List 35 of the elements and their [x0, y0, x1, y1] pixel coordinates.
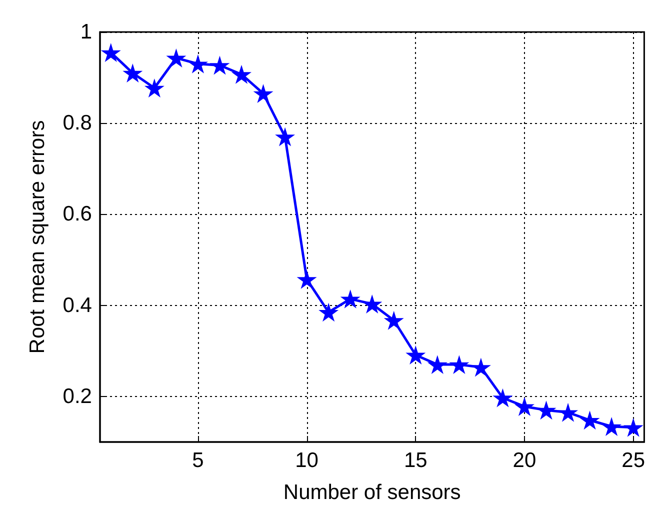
point [580, 410, 600, 430]
x-tick-label: 15 [404, 449, 428, 472]
point [602, 417, 622, 436]
point [253, 84, 274, 103]
x-tick-label: 5 [192, 449, 204, 472]
y-tick-label: 1 [80, 20, 92, 44]
point [210, 56, 230, 75]
y-tick-label: 0.8 [62, 112, 92, 135]
point [406, 346, 426, 364]
point [340, 289, 360, 308]
point [492, 388, 513, 408]
y-tick-label: 0.4 [62, 294, 92, 317]
point [318, 302, 339, 322]
point [514, 396, 534, 416]
point [275, 127, 296, 146]
x-tick-label: 10 [295, 449, 318, 472]
point [296, 270, 317, 289]
point [144, 78, 164, 98]
x-tick-label: 25 [622, 449, 645, 472]
point [449, 355, 470, 374]
point [122, 64, 143, 82]
point [166, 48, 186, 68]
point [188, 54, 208, 74]
point [623, 418, 644, 437]
point [427, 355, 448, 374]
x-tick-label: 20 [512, 449, 536, 472]
y-tick-label: 0.6 [62, 202, 92, 226]
point [100, 43, 121, 62]
point [231, 64, 252, 84]
point [558, 402, 578, 422]
point [384, 310, 404, 330]
point [362, 294, 382, 314]
x-axis-title: Number of sensors [283, 481, 461, 504]
y-tick-label: 0.2 [62, 384, 92, 408]
y-axis-title: Root mean square errors [26, 120, 49, 354]
